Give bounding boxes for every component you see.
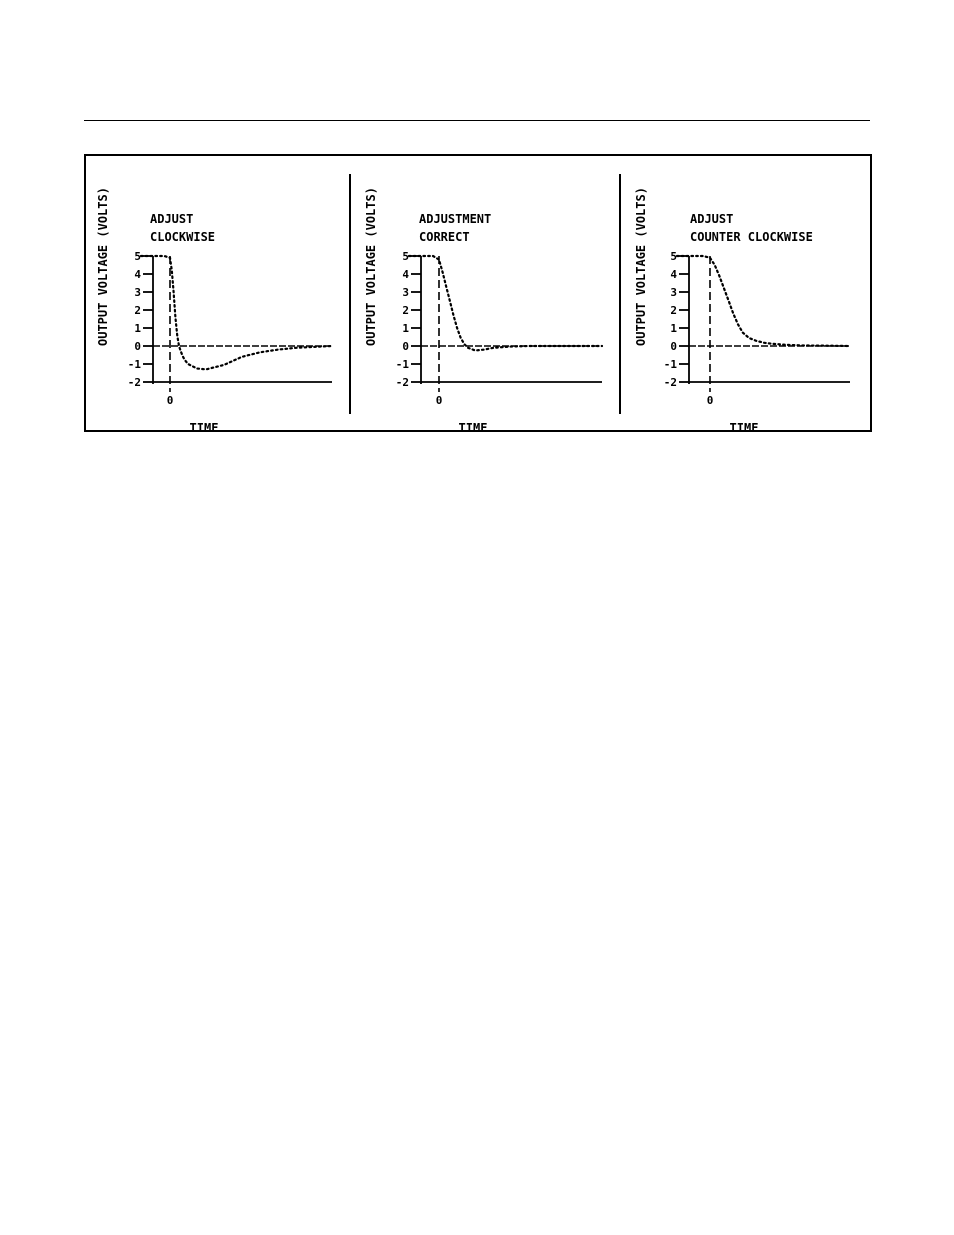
y-tick-label: -2 xyxy=(396,376,409,389)
chart-panel-clockwise: ADJUST CLOCKWISE OUTPUT VOLTAGE (VOLTS) 5 4 3… xyxy=(96,187,334,430)
y-tick-label: 0 xyxy=(402,340,409,353)
y-tick-label: 0 xyxy=(670,340,677,353)
y-axis-label: OUTPUT VOLTAGE (VOLTS) xyxy=(96,187,110,346)
chart-title-line: ADJUST xyxy=(690,212,733,226)
y-tick-label: 2 xyxy=(670,304,677,317)
y-tick-label: 1 xyxy=(670,322,677,335)
chart-panel-correct: ADJUSTMENT CORRECT OUTPUT VOLTAGE (VOLTS) 5… xyxy=(364,187,604,430)
y-tick-label: 4 xyxy=(134,268,141,281)
y-tick-label: 4 xyxy=(402,268,409,281)
x-tick-label: 0 xyxy=(436,394,443,407)
x-axis-label: TIME xyxy=(190,421,219,430)
y-tick-label: 1 xyxy=(134,322,141,335)
chart-title-line: COUNTER CLOCKWISE xyxy=(690,230,813,244)
x-tick-label: 0 xyxy=(707,394,714,407)
y-axis-label: OUTPUT VOLTAGE (VOLTS) xyxy=(634,187,648,346)
voltage-adjustment-figure: ADJUST CLOCKWISE OUTPUT VOLTAGE (VOLTS) 5 4 3… xyxy=(96,174,852,430)
chart-title-line: ADJUSTMENT xyxy=(419,212,491,226)
y-tick-label: 4 xyxy=(670,268,677,281)
y-tick-label: -2 xyxy=(128,376,141,389)
response-curve xyxy=(407,254,604,352)
y-tick-label: 5 xyxy=(670,250,677,263)
y-tick-label: 2 xyxy=(134,304,141,317)
chart-title-line: CLOCKWISE xyxy=(150,230,215,244)
x-tick-label: 0 xyxy=(167,394,174,407)
y-tick-label: -1 xyxy=(128,358,142,371)
chart-title-line: CORRECT xyxy=(419,230,470,244)
x-axis-label: TIME xyxy=(459,421,488,430)
y-tick-label: 3 xyxy=(402,286,409,299)
y-tick-label: 5 xyxy=(134,250,141,263)
response-curve xyxy=(675,254,852,348)
page-top-rule xyxy=(84,120,870,121)
y-tick-label: 3 xyxy=(670,286,677,299)
y-tick-label: 1 xyxy=(402,322,409,335)
response-curve xyxy=(139,254,334,371)
y-tick-label: 5 xyxy=(402,250,409,263)
y-tick-label: -1 xyxy=(396,358,410,371)
figure-frame: ADJUST CLOCKWISE OUTPUT VOLTAGE (VOLTS) 5 4 3… xyxy=(84,154,872,432)
y-tick-label: -1 xyxy=(664,358,678,371)
y-tick-label: 2 xyxy=(402,304,409,317)
y-tick-label: 0 xyxy=(134,340,141,353)
y-tick-label: 3 xyxy=(134,286,141,299)
x-axis-label: TIME xyxy=(730,421,759,430)
y-axis-label: OUTPUT VOLTAGE (VOLTS) xyxy=(364,187,378,346)
chart-panel-counter-clockwise: ADJUST COUNTER CLOCKWISE OUTPUT VOLTAGE (V… xyxy=(634,187,852,430)
chart-title-line: ADJUST xyxy=(150,212,193,226)
y-tick-label: -2 xyxy=(664,376,677,389)
